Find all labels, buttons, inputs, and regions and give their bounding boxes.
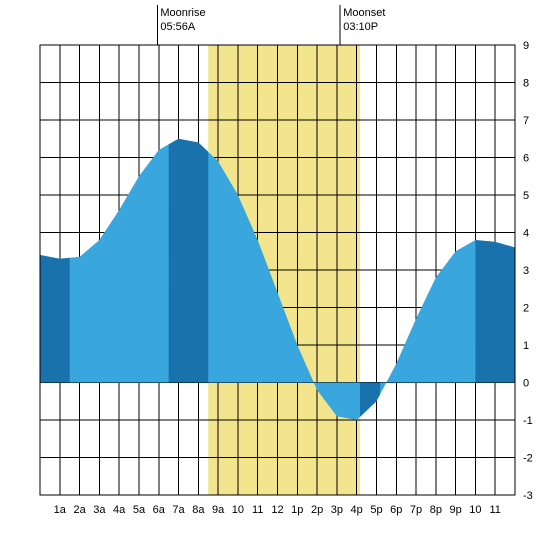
- x-tick-label: 10: [469, 504, 481, 516]
- x-tick-label: 5p: [370, 504, 382, 516]
- y-tick-label: -3: [523, 490, 533, 502]
- y-tick-label: 0: [523, 378, 529, 390]
- x-tick-label: 1p: [291, 504, 303, 516]
- x-tick-label: 11: [489, 504, 500, 516]
- tide-area-dark-1: [169, 139, 209, 383]
- x-tick-label: 1a: [54, 504, 67, 516]
- x-tick-label: 6p: [390, 504, 402, 516]
- x-tick-label: 3p: [331, 504, 343, 516]
- x-tick-label: 9p: [450, 504, 462, 516]
- x-tick-label: 5a: [133, 504, 146, 516]
- annotation-label: Moonrise: [160, 7, 205, 19]
- tide-area-dark-0: [40, 255, 70, 383]
- tide-chart: Moonrise05:56AMoonset03:10P-3-2-10123456…: [0, 0, 550, 550]
- y-tick-label: 3: [523, 265, 529, 277]
- x-tick-label: 10: [232, 504, 244, 516]
- y-tick-label: 9: [523, 40, 529, 52]
- y-tick-label: 1: [523, 340, 529, 352]
- y-tick-label: -1: [523, 415, 533, 427]
- x-tick-label: 7p: [410, 504, 422, 516]
- annotation-label: Moonset: [343, 7, 385, 19]
- x-tick-label: 4a: [113, 504, 126, 516]
- x-tick-label: 3a: [93, 504, 106, 516]
- x-tick-label: 12: [271, 504, 283, 516]
- y-tick-label: 8: [523, 78, 529, 90]
- tide-area-dark-3: [475, 240, 515, 383]
- annotation-time: 03:10P: [343, 21, 378, 33]
- x-tick-label: 8p: [430, 504, 442, 516]
- annotation-time: 05:56A: [160, 21, 196, 33]
- x-tick-label: 4p: [351, 504, 363, 516]
- x-tick-label: 7a: [172, 504, 185, 516]
- x-tick-label: 2p: [311, 504, 323, 516]
- x-tick-label: 11: [252, 504, 263, 516]
- x-tick-label: 8a: [192, 504, 205, 516]
- y-tick-label: 2: [523, 303, 529, 315]
- y-tick-label: 7: [523, 115, 529, 127]
- y-tick-label: -2: [523, 453, 533, 465]
- x-tick-label: 6a: [153, 504, 166, 516]
- y-tick-label: 4: [523, 228, 529, 240]
- x-tick-label: 2a: [73, 504, 86, 516]
- chart-svg: Moonrise05:56AMoonset03:10P-3-2-10123456…: [0, 0, 550, 550]
- y-tick-label: 6: [523, 153, 529, 165]
- y-tick-label: 5: [523, 190, 529, 202]
- x-tick-label: 9a: [212, 504, 225, 516]
